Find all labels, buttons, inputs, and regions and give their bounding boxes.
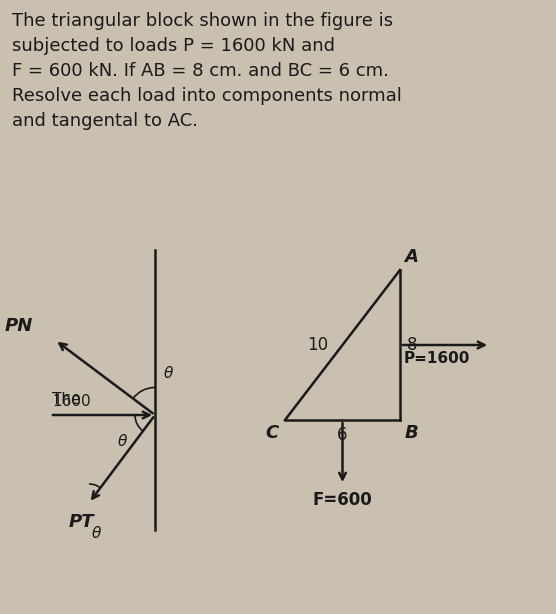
Text: Resolve each load into components normal: Resolve each load into components normal xyxy=(12,87,402,105)
Text: 8: 8 xyxy=(407,336,418,354)
Text: PT: PT xyxy=(68,513,94,531)
Text: $\theta$: $\theta$ xyxy=(117,433,128,449)
Text: B: B xyxy=(405,424,419,442)
Text: P=1600: P=1600 xyxy=(404,351,470,366)
Text: $\theta$: $\theta$ xyxy=(163,365,174,381)
Text: 10: 10 xyxy=(307,336,329,354)
Text: PN: PN xyxy=(4,317,33,335)
Text: The triangular block shown in the figure is: The triangular block shown in the figure… xyxy=(12,12,393,30)
Text: 6: 6 xyxy=(337,426,348,444)
Text: C: C xyxy=(266,424,279,442)
Text: and tangental to AC.: and tangental to AC. xyxy=(12,112,198,130)
Text: subjected to loads P = 1600 kN and: subjected to loads P = 1600 kN and xyxy=(12,37,335,55)
Text: The: The xyxy=(52,392,86,407)
Text: F=600: F=600 xyxy=(312,491,373,509)
Text: A: A xyxy=(404,248,418,266)
Text: F = 600 kN. If AB = 8 cm. and BC = 6 cm.: F = 600 kN. If AB = 8 cm. and BC = 6 cm. xyxy=(12,62,389,80)
Text: $\theta$: $\theta$ xyxy=(91,525,102,541)
Text: 1600: 1600 xyxy=(52,394,91,409)
